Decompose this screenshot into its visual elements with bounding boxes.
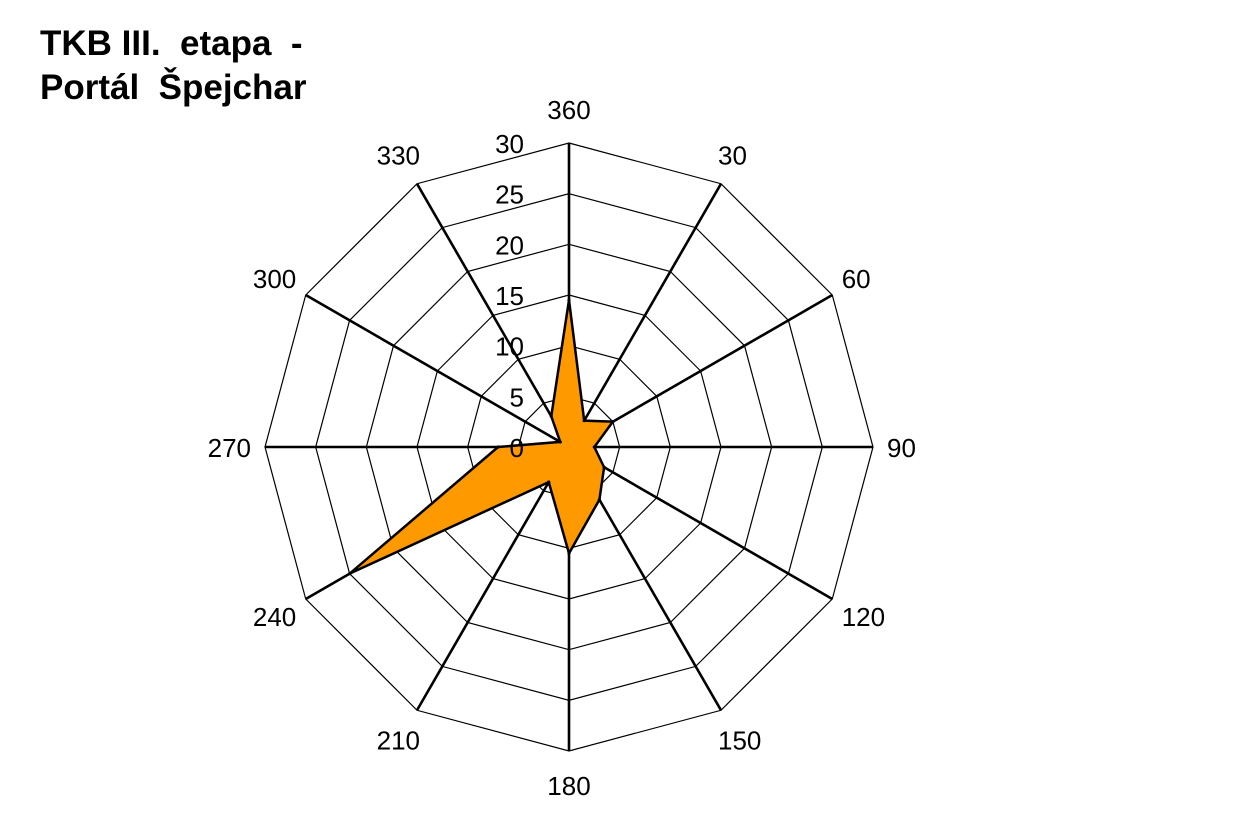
title-line-1: TKB III. etapa - — [40, 24, 303, 63]
radial-tick-0: 0 — [510, 433, 524, 463]
data-point-330 — [549, 414, 553, 418]
data-point-360 — [567, 298, 571, 302]
data-point-240 — [348, 572, 352, 576]
data-point-300 — [558, 440, 562, 444]
data-point-180 — [567, 551, 571, 556]
angle-label-150: 150 — [718, 726, 761, 756]
radial-tick-5: 5 — [510, 382, 524, 412]
data-point-270 — [496, 445, 500, 449]
angle-label-90: 90 — [887, 433, 916, 463]
radial-tick-30: 30 — [495, 129, 524, 159]
angle-label-270: 270 — [208, 433, 251, 463]
data-point-90 — [592, 445, 596, 449]
radial-tick-25: 25 — [495, 180, 524, 210]
data-point-150 — [597, 498, 602, 502]
series-layer — [348, 298, 616, 576]
data-point-210 — [547, 480, 551, 484]
angle-label-300: 300 — [253, 264, 296, 294]
spoke-330 — [415, 183, 571, 448]
angle-label-330: 330 — [377, 140, 420, 170]
angle-label-210: 210 — [377, 726, 420, 756]
data-point-60 — [611, 420, 615, 424]
angle-label-240: 240 — [253, 602, 296, 632]
radial-tick-labels: 0 5 10 15 20 25 30 — [495, 129, 524, 463]
angle-label-360: 360 — [547, 95, 590, 125]
angle-label-120: 120 — [842, 602, 885, 632]
angle-label-60: 60 — [842, 264, 871, 294]
spoke-300 — [305, 293, 570, 449]
spoke-30 — [567, 183, 723, 448]
data-point-30 — [582, 419, 586, 423]
spoke-210 — [415, 446, 571, 711]
title-line-2: Portál Špejchar — [40, 68, 307, 107]
spoke-120 — [568, 445, 833, 601]
chart-title: TKB III. etapa - Portál Špejchar — [40, 22, 306, 110]
radial-tick-20: 20 — [495, 230, 524, 260]
angle-label-180: 180 — [547, 771, 590, 801]
data-point-120 — [602, 465, 606, 469]
radial-tick-15: 15 — [495, 281, 524, 311]
radial-tick-10: 10 — [495, 332, 524, 362]
angle-label-30: 30 — [718, 140, 747, 170]
